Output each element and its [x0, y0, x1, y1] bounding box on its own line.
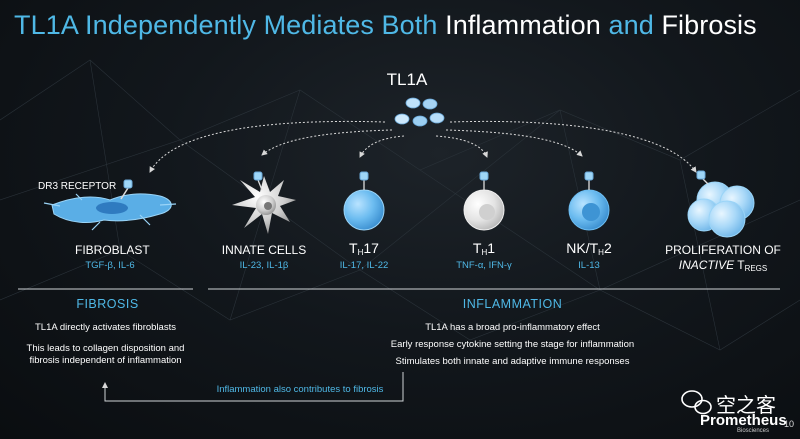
page-number: 10	[784, 419, 795, 429]
target-label-th1: TH1	[454, 240, 514, 257]
fibrosis-line-3: fibrosis independent of inflammation	[29, 355, 182, 366]
tregs-main: T	[734, 258, 745, 272]
inflammation-line-2: Early response cytokine setting the stag…	[390, 339, 635, 350]
watermark-logo-icon	[681, 390, 712, 415]
th17-tail: 17	[363, 240, 379, 256]
brand-subtitle: Biosciences	[737, 428, 770, 434]
feedback-arrow	[102, 372, 404, 402]
target-label-nk-th2: NK/TH2	[549, 240, 629, 257]
th17-sub: H	[357, 248, 364, 257]
arrow-to-th17	[359, 135, 405, 158]
target-sub-th1: TNF-α, IFN-γ	[456, 260, 512, 271]
target-label-fibroblast: FIBROBLAST	[75, 243, 150, 257]
arrows	[149, 120, 697, 173]
page-title: TL1A Independently Mediates Both Inflamm…	[14, 10, 757, 41]
inflammation-line-3: Stimulates both innate and adaptive immu…	[395, 356, 630, 367]
fibrosis-line-1: TL1A directly activates fibroblasts	[35, 322, 176, 333]
arrow-to-tregs	[449, 120, 697, 173]
target-sub-th17: IL-17, IL-22	[339, 260, 389, 271]
th1-cell-icon	[463, 171, 505, 231]
feedback-label: Inflammation also contributes to fibrosi…	[216, 384, 384, 395]
target-label-tregs: PROLIFERATION OF INACTIVE TREGS	[662, 243, 784, 276]
title-part-1: TL1A Independently Mediates Both	[14, 10, 446, 40]
th17-main: T	[349, 240, 358, 256]
target-label-th17: TH17	[334, 240, 394, 257]
innate-cell-icon	[232, 171, 296, 234]
title-part-2: Inflammation	[445, 10, 601, 40]
tl1a-label: TL1A	[386, 70, 428, 89]
arrow-to-th1	[435, 135, 488, 158]
target-label-innate: INNATE CELLS	[221, 243, 307, 257]
fibrosis-heading: FIBROSIS	[76, 297, 139, 311]
arrow-to-nkth2	[445, 129, 583, 157]
nkth2-sub: H	[598, 248, 604, 257]
title-part-4: Fibrosis	[661, 10, 757, 40]
tregs-cell-cluster-icon	[687, 170, 755, 238]
target-sub-innate: IL-23, IL-1β	[239, 260, 289, 271]
tregs-line2: INACTIVE TREGS	[662, 258, 784, 276]
watermark-text: 空之客	[716, 393, 776, 417]
nkth2-main: NK/T	[566, 240, 599, 256]
tl1a-molecule-icon	[394, 97, 445, 127]
title-part-3: and	[600, 10, 662, 40]
inflammation-heading: INFLAMMATION	[462, 297, 563, 311]
target-sub-nk-th2: IL-13	[578, 260, 600, 271]
brand-name: Prometheus	[700, 412, 787, 429]
tregs-italic: INACTIVE	[678, 258, 735, 272]
receptor-label: DR3 RECEPTOR	[38, 181, 117, 192]
inflammation-line-1: TL1A has a broad pro-inflammatory effect	[425, 322, 600, 333]
tregs-sub: REGS	[744, 264, 768, 273]
arrow-to-fibroblast	[149, 120, 386, 173]
fibroblast-cell-icon	[43, 193, 177, 231]
target-sub-fibroblast: TGF-β, IL-6	[85, 260, 135, 271]
fibrosis-line-2: This leads to collagen disposition and	[26, 343, 185, 354]
th17-cell-icon	[343, 171, 385, 231]
arrow-to-innate	[261, 129, 393, 156]
nkth2-tail: 2	[603, 240, 612, 256]
nk-th2-cell-icon	[568, 171, 610, 231]
receptor-icon	[120, 179, 133, 200]
tregs-line1: PROLIFERATION OF	[665, 243, 781, 257]
th1-tail: 1	[487, 240, 496, 256]
th1-sub: H	[481, 248, 488, 257]
th1-main: T	[472, 240, 482, 256]
